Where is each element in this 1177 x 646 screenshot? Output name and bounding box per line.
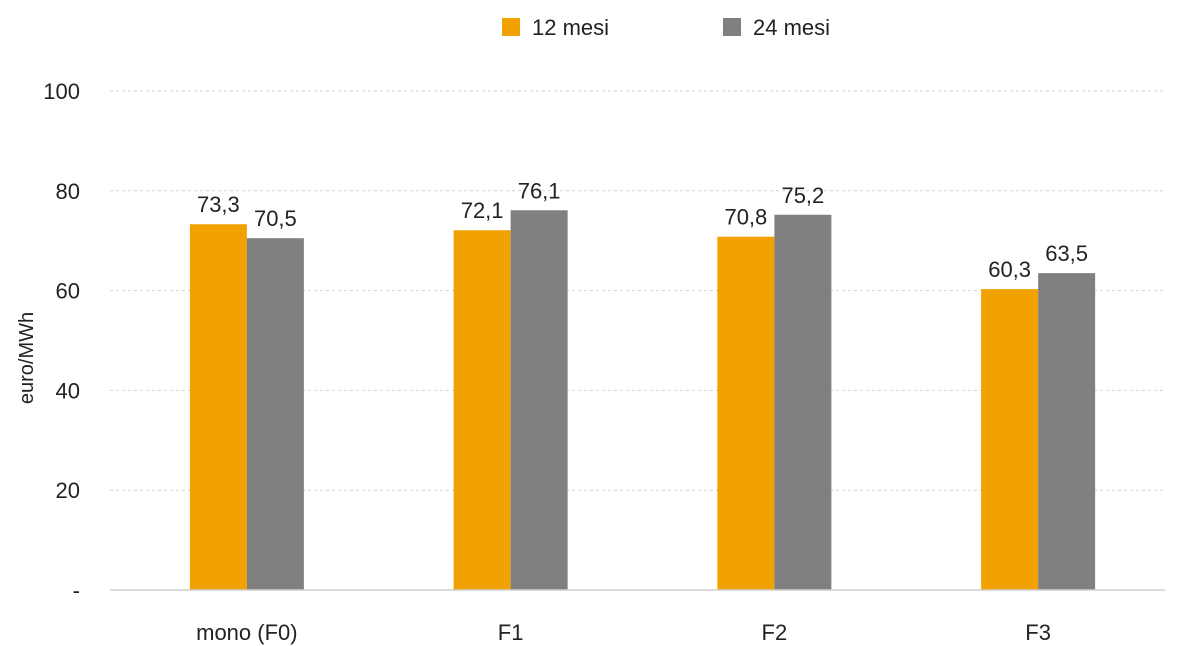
bar-24-mesi-0 — [246, 238, 304, 590]
y-axis-ticks: - 20 40 60 80 100 — [43, 79, 80, 603]
bar-24-mesi-3 — [1038, 273, 1096, 590]
y-tick-label: 40 — [56, 378, 80, 403]
bar-12-mesi-0 — [189, 224, 247, 590]
bars — [189, 210, 1096, 591]
x-category-label: F3 — [1025, 620, 1051, 645]
legend-swatch — [723, 18, 741, 36]
data-label: 70,8 — [724, 205, 767, 230]
x-category-label: mono (F0) — [196, 620, 297, 645]
bar-12-mesi-2 — [717, 236, 775, 590]
y-tick-label: 60 — [56, 279, 80, 304]
bar-24-mesi-1 — [510, 210, 568, 591]
bar-12-mesi-3 — [981, 289, 1039, 590]
data-label: 75,2 — [781, 183, 824, 208]
legend: 12 mesi 24 mesi — [502, 15, 830, 40]
bar-24-mesi-2 — [774, 214, 832, 590]
x-category-label: F2 — [762, 620, 788, 645]
legend-swatch — [502, 18, 520, 36]
data-label: 60,3 — [988, 257, 1031, 282]
data-label: 76,1 — [518, 178, 561, 203]
y-tick-label: 80 — [56, 179, 80, 204]
y-tick-label: 20 — [56, 478, 80, 503]
x-axis-categories: mono (F0) F1 F2 F3 — [196, 620, 1051, 645]
legend-label: 12 mesi — [532, 15, 609, 40]
bar-12-mesi-1 — [453, 230, 511, 590]
data-label: 70,5 — [254, 206, 297, 231]
data-label: 63,5 — [1045, 241, 1088, 266]
y-tick-label: - — [73, 578, 80, 603]
data-label: 73,3 — [197, 192, 240, 217]
legend-label: 24 mesi — [753, 15, 830, 40]
y-axis-title: euro/MWh — [16, 312, 38, 404]
y-tick-label: 100 — [43, 79, 80, 104]
data-label: 72,1 — [461, 198, 504, 223]
value-labels: 73,3 70,5 72,1 76,1 70,8 75,2 60,3 63,5 — [197, 178, 1088, 282]
x-category-label: F1 — [498, 620, 524, 645]
